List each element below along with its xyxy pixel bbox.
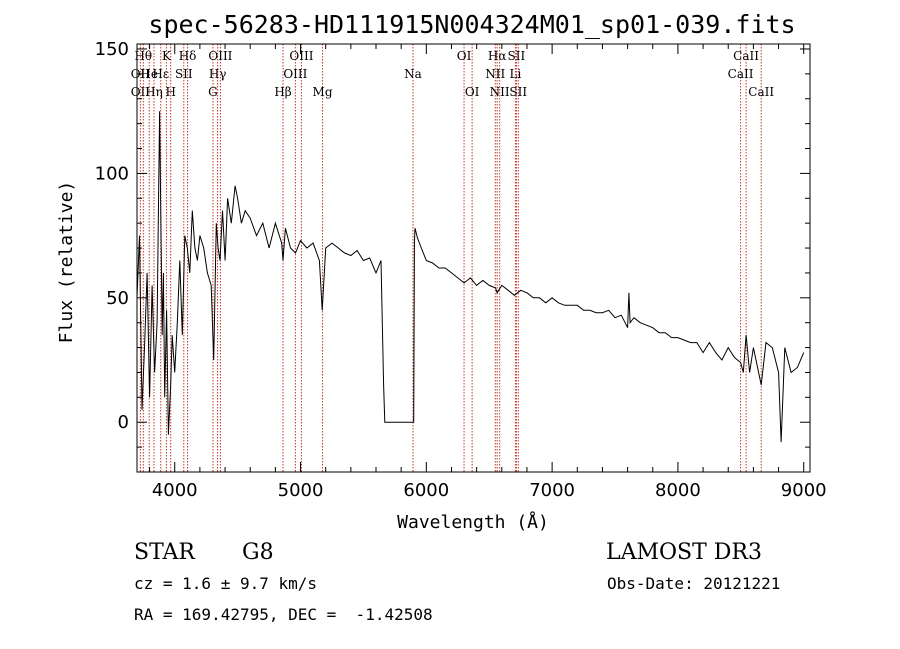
line-label: Hγ: [209, 67, 227, 81]
line-label: H: [165, 85, 175, 99]
line-label: Mg: [313, 85, 333, 99]
redshift-text: cz = 1.6 ± 9.7 km/s: [134, 574, 318, 593]
x-tick-label: 6000: [403, 480, 449, 501]
line-label: Li: [509, 67, 521, 81]
x-axis: 4000 5000 6000 7000 8000 9000: [149, 44, 827, 501]
emission-line-labels: OIIOIIHθHeHηHεKHSIIHδGHγOIIIHβOIIIOIIIMg…: [131, 49, 775, 99]
line-label: Hε: [152, 67, 169, 81]
y-tick-label: 50: [106, 288, 129, 309]
line-label: OII: [131, 85, 151, 99]
spectrum-line: [136, 111, 805, 443]
y-axis-label: Flux (relative): [56, 181, 77, 344]
y-tick-label: 0: [118, 412, 129, 433]
line-label: SII: [175, 67, 193, 81]
line-label: CaII: [748, 85, 774, 99]
line-label: He: [140, 67, 158, 81]
line-label: Hδ: [179, 49, 197, 63]
y-tick-label: 100: [95, 163, 129, 184]
line-label: SII: [509, 85, 527, 99]
x-tick-label: 9000: [781, 480, 827, 501]
line-label: OIII: [283, 67, 307, 81]
line-label: G: [208, 85, 218, 99]
coordinates: RA = 169.42795, DEC = -1.42508: [134, 605, 433, 624]
line-label: Hη: [145, 85, 163, 99]
object-class: STAR: [134, 540, 195, 565]
line-label: OIII: [289, 49, 313, 63]
x-axis-label: Wavelength (Å): [397, 511, 549, 533]
line-label: OI: [457, 49, 472, 63]
x-tick-label: 4000: [152, 480, 198, 501]
line-label: Hα: [488, 49, 507, 63]
line-label: Na: [404, 67, 422, 81]
line-label: CaII: [728, 67, 754, 81]
line-label: SII: [508, 49, 526, 63]
plot-frame: [136, 43, 811, 473]
x-tick-label: 8000: [655, 480, 701, 501]
x-tick-label: 5000: [278, 480, 324, 501]
line-label: CaII: [733, 49, 759, 63]
line-label: K: [162, 49, 172, 63]
line-label: NII: [490, 85, 510, 99]
line-label: OI: [465, 85, 480, 99]
line-label: OIII: [208, 49, 232, 63]
obs-date: Obs-Date: 20121221: [607, 574, 781, 593]
chart-title: spec-56283-HD111915N004324M01_sp01-039.f…: [148, 10, 795, 39]
line-label: Hβ: [274, 85, 291, 99]
emission-line-markers: [139, 44, 762, 472]
y-axis: 0 50 100 150: [95, 39, 810, 473]
line-label: NII: [485, 67, 505, 81]
x-tick-label: 7000: [529, 480, 575, 501]
survey-name: LAMOST DR3: [606, 540, 762, 565]
line-label: Hθ: [134, 49, 152, 63]
y-tick-label: 150: [95, 39, 129, 60]
object-subclass: G8: [242, 540, 274, 565]
